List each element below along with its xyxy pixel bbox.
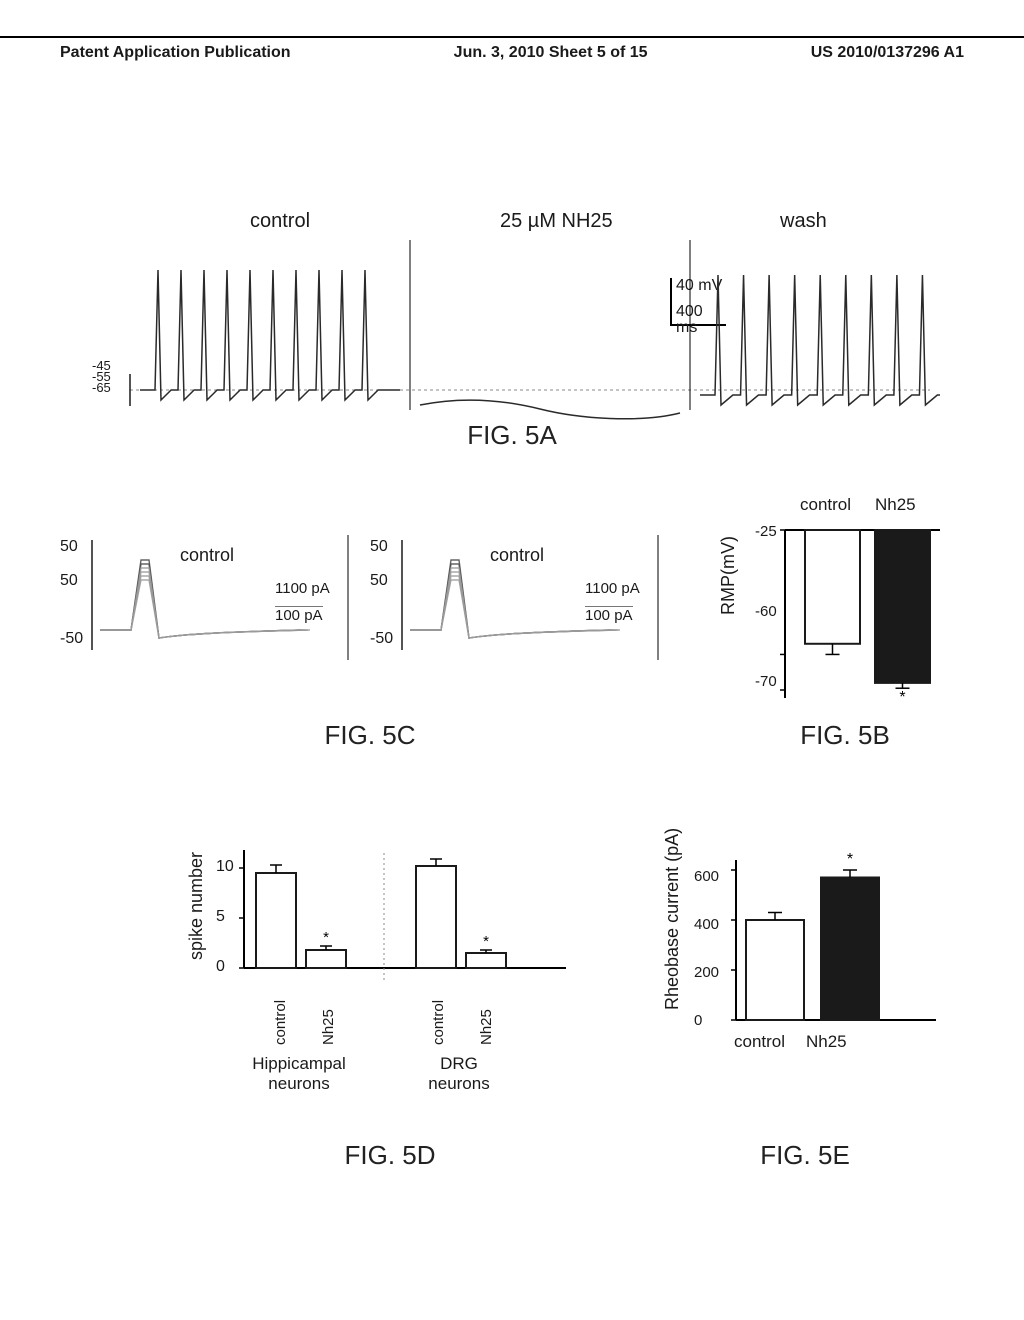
trace-5a-svg: [100, 240, 940, 420]
header-left: Patent Application Publication: [60, 44, 291, 68]
bars-5e: *: [726, 840, 946, 1040]
header-right: US 2010/0137296 A1: [811, 44, 964, 68]
panel-5d: spike number 10 5 0 ** control Nh25 cont…: [180, 850, 600, 1130]
p5c-left: 50 50 -50 control 1100 pA 100 pA: [60, 520, 360, 700]
header-center: Jun. 3, 2010 Sheet 5 of 15: [454, 44, 648, 68]
bars-5d: **: [236, 850, 576, 980]
label-5b: FIG. 5B: [720, 720, 970, 751]
patent-header: Patent Application Publication Jun. 3, 2…: [0, 36, 1024, 68]
panel-5c: 50 50 -50 control 1100 pA 100 pA 50 50 -…: [60, 520, 680, 720]
label-5d: FIG. 5D: [180, 1140, 600, 1171]
svg-text:*: *: [483, 933, 489, 950]
svg-text:*: *: [847, 851, 853, 868]
panel-5a: control 25 µM NH25 wash -45 -55 -65 40 m…: [100, 210, 940, 420]
svg-text:*: *: [899, 689, 905, 706]
label-5a: FIG. 5A: [60, 420, 964, 451]
ylabel-5d: spike number: [186, 852, 207, 960]
panel-5b: control Nh25 RMP(mV) -25 -60 -70 *: [720, 495, 970, 725]
trace-5c-left: [60, 530, 350, 680]
figure-content: control 25 µM NH25 wash -45 -55 -65 40 m…: [60, 100, 964, 1260]
svg-text:*: *: [323, 929, 329, 946]
cond-nh25: 25 µM NH25: [500, 210, 613, 233]
label-5e: FIG. 5E: [650, 1140, 960, 1171]
ylabel-5e: Rheobase current (pA): [662, 828, 683, 1010]
cond-wash: wash: [780, 210, 827, 233]
bars-5b: *: [750, 520, 950, 720]
label-5c: FIG. 5C: [60, 720, 680, 751]
p5c-right: 50 50 -50 control 1100 pA 100 pA: [370, 520, 670, 700]
trace-5c-right: [370, 530, 660, 680]
cond-control: control: [250, 210, 310, 233]
ylabel-5b: RMP(mV): [718, 536, 739, 615]
panel-5e: Rheobase current (pA) 600 400 200 0 * co…: [650, 840, 960, 1130]
